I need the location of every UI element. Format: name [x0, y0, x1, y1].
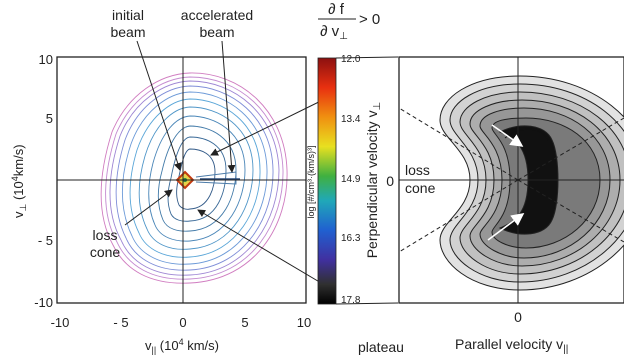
gradient-condition: ∂ f ∂ v⊥ > 0 — [318, 1, 380, 42]
contour-ring — [157, 125, 237, 232]
accelerated-beam-streak — [195, 171, 237, 185]
zoom-connector — [335, 56, 399, 59]
left-contours — [100, 72, 288, 284]
accelerated-beam-label: beam — [199, 24, 234, 40]
accelerated-beam-label: accelerated — [181, 7, 253, 23]
loss-cone-arrow — [124, 189, 173, 226]
contour-ring — [122, 91, 268, 265]
initial-beam-label: initial — [112, 7, 144, 23]
right-y-tick: 0 — [386, 173, 394, 189]
colorbar-tick: 17.8 — [341, 295, 361, 306]
contour-ring — [129, 98, 261, 258]
colorbar-label: log [#/cm³·(km/s)³] — [306, 146, 316, 219]
left-x-tick: -10 — [51, 315, 70, 330]
positive-gradient-indicator — [491, 124, 524, 147]
condition-relation: > 0 — [359, 11, 380, 28]
colorbar: 12.0 13.4 14.9 16.3 17.8 log [#/cm³·(km/… — [306, 54, 361, 306]
contour-ring — [100, 72, 288, 284]
colorbar-tick: 14.9 — [341, 174, 361, 185]
left-plot: -10 - 5 0 5 10 10 5 - 5 -10 v|| (104 km/… — [10, 7, 334, 355]
loss-cone-line — [399, 179, 519, 253]
colorbar-tick: 13.4 — [341, 114, 361, 125]
loss-cone-boundaries — [399, 107, 624, 253]
loss-cone-label: cone — [90, 244, 121, 260]
plateau-indicator — [487, 213, 525, 241]
right-x-tick: 0 — [514, 309, 522, 325]
plateau-arrow — [197, 209, 334, 291]
right-loss-cone-label: loss — [405, 162, 430, 178]
contour-ring — [138, 106, 254, 250]
condition-denominator: ∂ v⊥ — [320, 23, 348, 42]
accelerated-beam-arrow — [221, 40, 236, 173]
left-y-tick: - 5 — [38, 233, 53, 248]
contour-ring — [105, 76, 284, 280]
contour-ring — [167, 136, 227, 222]
colorbar-gradient — [317, 57, 337, 305]
right-loss-cone-label: cone — [405, 180, 436, 196]
left-x-axis-label: v|| (104 km/s) — [145, 337, 219, 355]
colorbar-tick: 12.0 — [341, 54, 361, 65]
contour-ring — [109, 80, 280, 276]
initial-beam-arrow — [136, 40, 182, 171]
left-x-tick: 5 — [241, 315, 248, 330]
loss-cone-line — [399, 107, 519, 181]
crescent-tip — [504, 128, 549, 141]
loss-cone-label: loss — [93, 227, 118, 243]
contour-ring — [148, 115, 246, 242]
right-y-axis-label: Perpendicular velocity v⊥ — [364, 102, 383, 259]
initial-beam-label: beam — [110, 24, 145, 40]
left-y-tick: -10 — [34, 295, 53, 310]
colorbar-tick: 16.3 — [341, 233, 361, 244]
positive-gradient-arrow — [210, 94, 334, 156]
left-x-tick: - 5 — [113, 315, 128, 330]
condition-numerator: ∂ f — [328, 1, 345, 18]
zoom-connector — [335, 302, 399, 305]
contour-ring — [115, 85, 274, 271]
right-x-axis-label: Parallel velocity v|| — [455, 336, 568, 355]
left-y-tick: 10 — [39, 52, 53, 67]
left-y-axis-label: v⊥ (104km/s) — [10, 144, 28, 218]
left-y-tick: 5 — [46, 111, 53, 126]
right-plot: loss cone 0 0 Parallel velocity v|| Perp… — [364, 56, 624, 355]
left-x-tick: 0 — [179, 315, 186, 330]
left-x-tick: 10 — [297, 315, 311, 330]
plateau-label: plateau — [358, 339, 404, 355]
